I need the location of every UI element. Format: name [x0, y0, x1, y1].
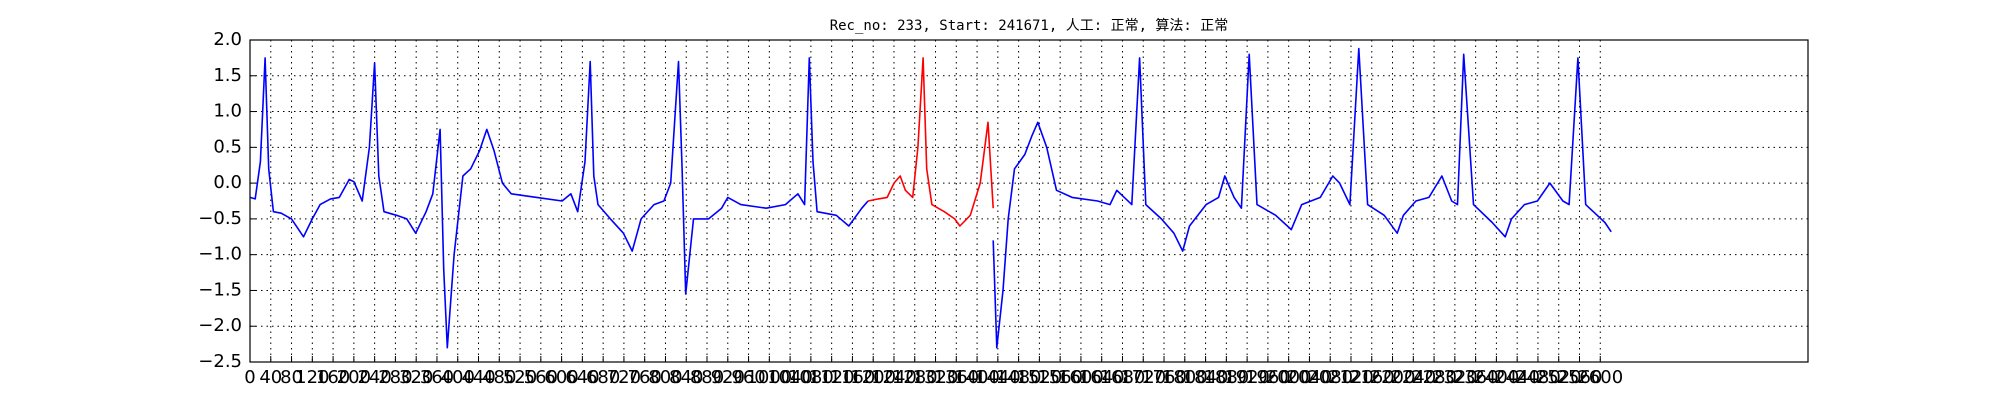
x-tick-label: 2200: [1370, 367, 1416, 388]
x-tick-label: 2600: [1577, 367, 1623, 388]
x-tick-label: 280: [378, 367, 412, 388]
x-tick-label: 400: [441, 367, 475, 388]
x-tick-label: 80: [280, 367, 303, 388]
x-tick-label: 240: [357, 367, 391, 388]
x-tick-label: 1600: [1058, 367, 1104, 388]
y-tick-label: 1.0: [213, 101, 242, 122]
x-tick-label: 120: [295, 367, 329, 388]
x-tick-label: 960: [731, 367, 765, 388]
x-tick-label: 880: [690, 367, 724, 388]
x-tick-label: 1440: [975, 367, 1021, 388]
y-tick-label: 1.5: [213, 65, 242, 86]
x-tick-label: 720: [607, 367, 641, 388]
x-tick-label: 1840: [1183, 367, 1229, 388]
x-tick-label: 1400: [954, 367, 1000, 388]
x-tick-label: 1520: [1016, 367, 1062, 388]
y-tick-label: −2.0: [198, 315, 242, 336]
plot-frame: [249, 39, 1809, 363]
y-tick-label: −1.0: [198, 244, 242, 265]
x-tick-label: 520: [503, 367, 537, 388]
x-tick-label: 2040: [1287, 367, 1333, 388]
x-tick-label: 1800: [1162, 367, 1208, 388]
x-tick-label: 480: [482, 367, 516, 388]
x-tick-label: 2480: [1515, 367, 1561, 388]
y-tick-label: −1.5: [198, 279, 242, 300]
y-tick-label: 0.0: [213, 172, 242, 193]
ecg-line: [249, 47, 1612, 349]
x-tick-label: 680: [586, 367, 620, 388]
x-tick-label: 1720: [1120, 367, 1166, 388]
x-tick-label: 1640: [1079, 367, 1125, 388]
x-tick-label: 1280: [892, 367, 938, 388]
x-tick-label: 0: [244, 367, 255, 388]
x-tick-label: 1680: [1100, 367, 1146, 388]
ecg-line: [867, 57, 994, 227]
x-tick-label: 1880: [1203, 367, 1249, 388]
x-tick-label: 2160: [1349, 367, 1395, 388]
x-tick-label: 200: [337, 367, 371, 388]
x-tick-label: 40: [259, 367, 282, 388]
x-tick-label: 2360: [1453, 367, 1499, 388]
x-tick-label: 1000: [746, 367, 792, 388]
x-tick-label: 1240: [871, 367, 917, 388]
x-tick-label: 320: [399, 367, 433, 388]
x-tick-label: 2120: [1328, 367, 1374, 388]
x-tick-label: 2400: [1473, 367, 1519, 388]
x-tick-label: 2320: [1432, 367, 1478, 388]
x-tick-label: 1200: [850, 367, 896, 388]
x-tick-label: 760: [628, 367, 662, 388]
x-tick-label: 1320: [913, 367, 959, 388]
x-tick-label: 1760: [1141, 367, 1187, 388]
x-tick-label: 2280: [1411, 367, 1457, 388]
x-tick-label: 2240: [1390, 367, 1436, 388]
x-tick-label: 1560: [1037, 367, 1083, 388]
y-tick-label: −2.5: [198, 351, 242, 372]
x-tick-label: 1360: [933, 367, 979, 388]
y-tick-label: 2.0: [213, 29, 242, 50]
x-tick-label: 360: [420, 367, 454, 388]
x-tick-label: 2000: [1266, 367, 1312, 388]
x-tick-label: 2440: [1494, 367, 1540, 388]
x-tick-label: 840: [669, 367, 703, 388]
x-tick-label: 2520: [1536, 367, 1582, 388]
plot-background: [250, 40, 1808, 362]
x-tick-label: 2560: [1557, 367, 1603, 388]
y-tick-label: 0.5: [213, 136, 242, 157]
x-tick-label: 1480: [996, 367, 1042, 388]
x-tick-label: 1920: [1224, 367, 1270, 388]
x-tick-label: 800: [648, 367, 682, 388]
chart-title: Rec_no: 233, Start: 241671, 人工: 正常, 算法: …: [830, 18, 1229, 34]
x-tick-label: 920: [711, 367, 745, 388]
x-tick-label: 1040: [767, 367, 813, 388]
y-tick-label: −0.5: [198, 208, 242, 229]
x-tick-label: 2080: [1307, 367, 1353, 388]
x-tick-label: 440: [461, 367, 495, 388]
x-tick-label: 160: [316, 367, 350, 388]
x-tick-label: 600: [544, 367, 578, 388]
x-tick-label: 1120: [809, 367, 855, 388]
x-tick-label: 1160: [830, 367, 876, 388]
x-tick-label: 640: [565, 367, 599, 388]
x-tick-label: 1960: [1245, 367, 1291, 388]
x-tick-label: 560: [524, 367, 558, 388]
x-tick-label: 1080: [788, 367, 834, 388]
